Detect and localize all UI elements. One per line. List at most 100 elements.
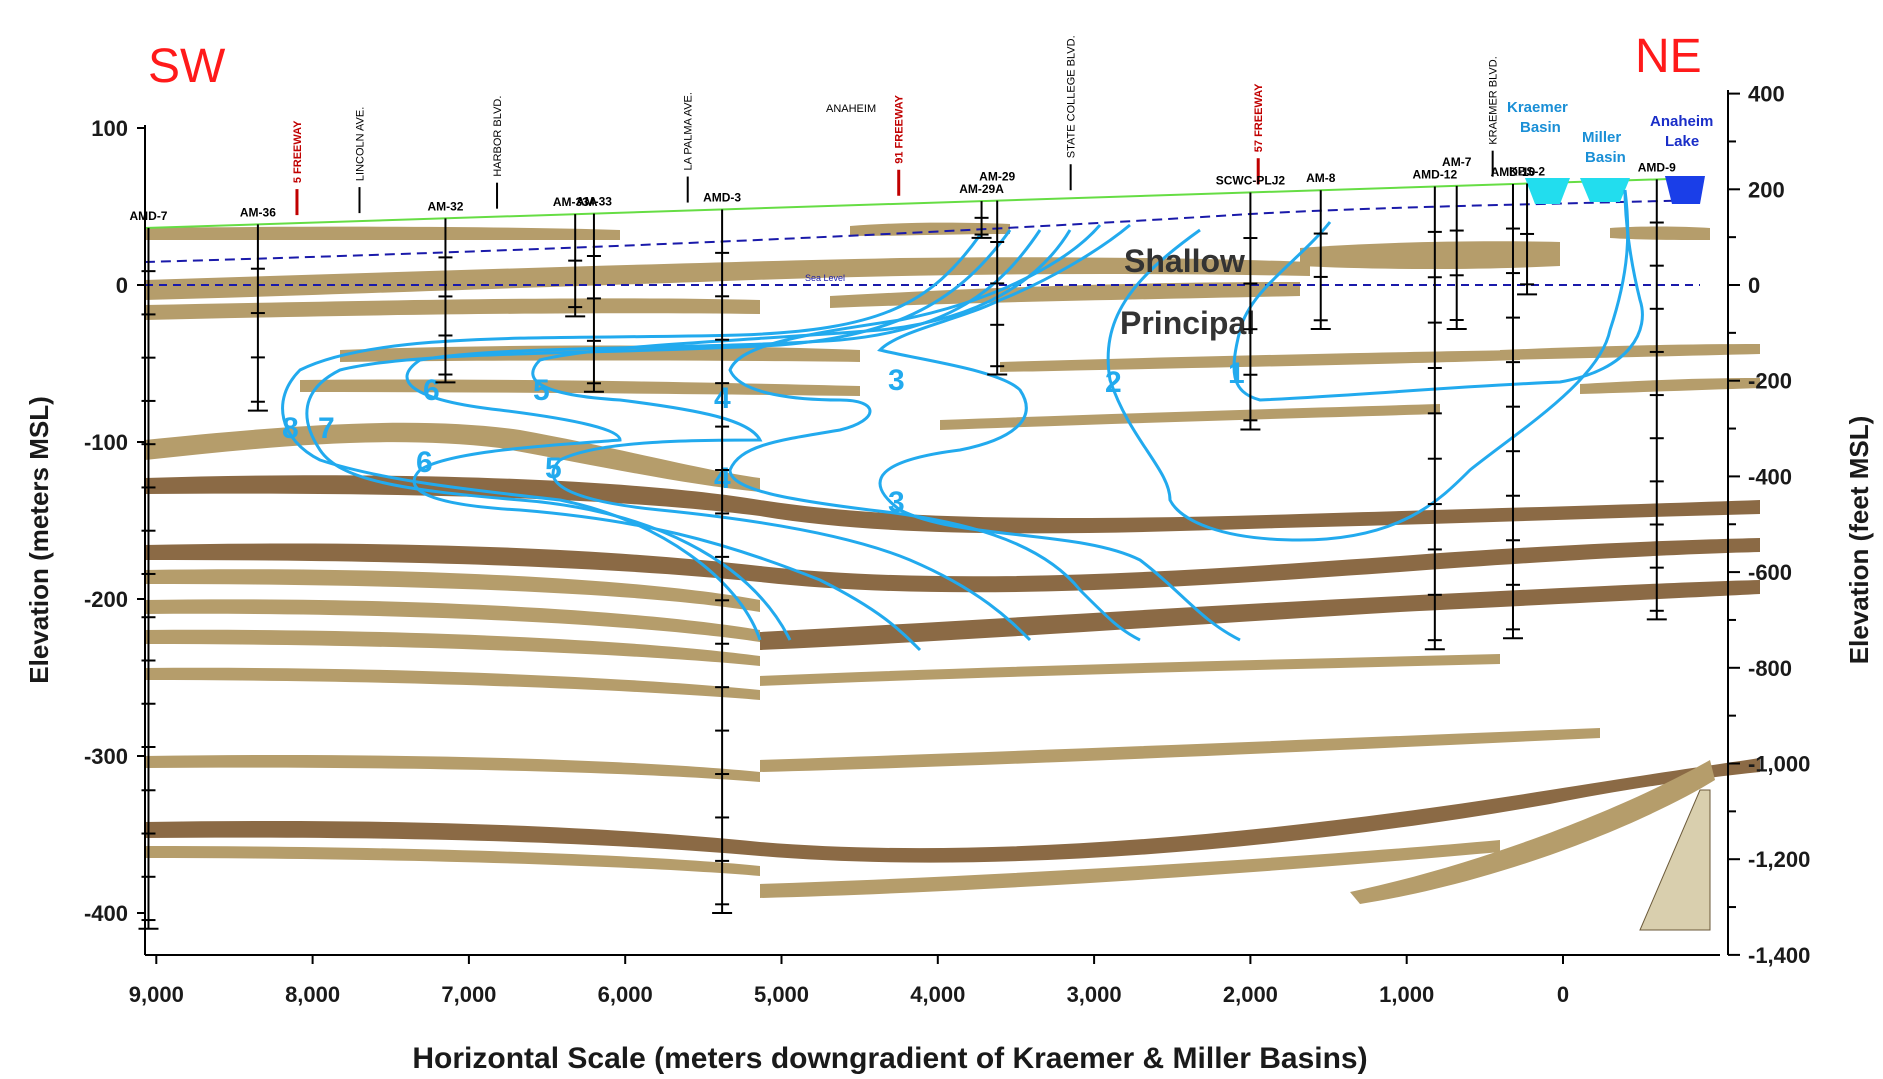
water-table-line <box>144 199 1701 263</box>
aquitard-lens <box>145 629 760 666</box>
left-axis-label: Elevation (meters MSL) <box>24 396 54 684</box>
x-tick-label: 4,000 <box>910 982 965 1007</box>
freeway-label: 91 FREEWAY <box>894 94 906 163</box>
aquitard-lens <box>145 226 620 240</box>
sw-direction-label: SW <box>148 40 226 93</box>
aquitard-lens <box>1500 344 1760 360</box>
x-tick-label: 2,000 <box>1223 982 1278 1007</box>
contour-label-6a: 6 <box>423 374 440 407</box>
contour-line-6 <box>405 229 1042 652</box>
recharge-basins: Kraemer Basin Miller Basin Anaheim Lake <box>1507 99 1713 204</box>
left-tick-label: -100 <box>84 430 128 455</box>
aquitard-lens <box>145 422 760 492</box>
well-label: AMD-10 <box>1491 165 1536 179</box>
left-tick-label: -400 <box>84 901 128 926</box>
aquitard-lens <box>760 580 1760 650</box>
aquitard-lens <box>830 282 1300 308</box>
contour-label-8: 8 <box>282 412 299 445</box>
aquitard-lens <box>760 728 1600 772</box>
x-tick-label: 3,000 <box>1067 982 1122 1007</box>
aquitard-lens <box>145 475 1760 534</box>
x-axis-ticks: 9,000 8,000 7,000 6,000 5,000 4,000 3,000 2,000… <box>129 955 1569 1007</box>
street-labels: 5 FREEWAY LINCOLN AVE. HARBOR BLVD. LA PALM… <box>292 35 1500 283</box>
right-tick-label: -1,000 <box>1748 752 1810 777</box>
aquitard-lens <box>145 257 1310 300</box>
anaheim-lake-label-2: Lake <box>1665 133 1699 150</box>
street-label: HARBOR BLVD. <box>492 96 504 177</box>
well-label: AM-8 <box>1306 171 1336 185</box>
aquitard-layers <box>145 222 1760 931</box>
well-label: AM-7 <box>1442 155 1472 169</box>
aquitard-lens <box>850 222 1010 236</box>
x-axis-label: Horizontal Scale (meters downgradient of… <box>412 1042 1367 1075</box>
freeway-label: 5 FREEWAY <box>292 120 304 183</box>
contour-line-2 <box>1106 189 1630 542</box>
aquitard-lens <box>145 599 760 642</box>
contour-label-3b: 3 <box>888 486 905 519</box>
contour-label-5b: 5 <box>545 452 562 485</box>
contour-line-4 <box>728 224 1141 642</box>
x-tick-label: 5,000 <box>754 982 809 1007</box>
miller-basin-shape <box>1580 178 1630 202</box>
contour-label-7: 7 <box>318 412 335 445</box>
contour-label-6b: 6 <box>416 446 433 479</box>
aquitard-lens <box>760 840 1500 898</box>
kraemer-basin-label-1: Kraemer <box>1507 99 1568 116</box>
kraemer-basin-label-2: Basin <box>1520 119 1561 136</box>
contour-lines <box>281 189 1644 652</box>
right-tick-label: -600 <box>1748 560 1792 585</box>
well-label: AMD-7 <box>129 209 167 223</box>
right-axis-ticks: 400 200 0 -200 -400 -600 -800 -1,000 -1,200 -1,40… <box>1728 82 1810 968</box>
aquitard-lens <box>145 758 1760 863</box>
anaheim-lake-label-1: Anaheim <box>1650 113 1713 130</box>
aquitard-lens <box>940 404 1440 430</box>
contour-label-5a: 5 <box>533 374 550 407</box>
shallow-zone-label: Shallow <box>1124 243 1245 279</box>
right-tick-label: -200 <box>1748 369 1792 394</box>
right-tick-label: 0 <box>1748 273 1760 298</box>
well-label: SCWC-PLJ2 <box>1216 173 1286 187</box>
anaheim-lake-shape <box>1665 176 1705 204</box>
aquitard-lens <box>145 569 760 612</box>
x-tick-label: 8,000 <box>285 982 340 1007</box>
anaheim-label: ANAHEIM <box>826 103 876 115</box>
x-tick-label: 9,000 <box>129 982 184 1007</box>
aquitard-lens <box>760 654 1500 686</box>
right-tick-label: -1,400 <box>1748 943 1810 968</box>
well-label: AM-29A <box>959 182 1004 196</box>
ne-direction-label: NE <box>1635 30 1702 83</box>
left-tick-label: 0 <box>116 273 128 298</box>
street-label: LA PALMA AVE. <box>683 92 695 170</box>
ground-surface-line <box>144 177 1701 229</box>
x-tick-label: 6,000 <box>598 982 653 1007</box>
miller-basin-label-1: Miller <box>1582 129 1621 146</box>
aquitard-lens <box>1610 226 1710 240</box>
well-label: AMD-9 <box>1638 160 1676 174</box>
aquitard-lens <box>145 846 760 876</box>
right-axis-label: Elevation (feet MSL) <box>1844 416 1874 664</box>
aquitard-lens <box>145 538 1760 593</box>
x-tick-label: 0 <box>1557 982 1569 1007</box>
sea-level-marker: Sea Level <box>805 273 845 283</box>
well-label: AM-32 <box>427 199 463 213</box>
contour-line-5 <box>531 229 1072 642</box>
left-axis-ticks: 100 0 -100 -200 -300 -400 <box>84 116 145 926</box>
miller-basin-label-2: Basin <box>1585 149 1626 166</box>
right-tick-label: 200 <box>1748 177 1785 202</box>
well-label: AM-36 <box>240 205 276 219</box>
well-label: KBS-2 <box>1509 165 1545 179</box>
left-tick-label: 100 <box>91 116 128 141</box>
right-tick-label: -400 <box>1748 464 1792 489</box>
aquitard-lens <box>145 667 760 700</box>
freeway-label: 57 FREEWAY <box>1253 83 1265 152</box>
bedrock-wedge <box>1639 789 1711 931</box>
well-label: AMD-3 <box>703 190 741 204</box>
aquitard-lens <box>1580 378 1760 394</box>
right-tick-label: -1,200 <box>1748 847 1810 872</box>
well-label: AMD-12 <box>1412 168 1457 182</box>
contour-line-8 <box>281 234 982 641</box>
well-label: AM-29 <box>979 170 1015 184</box>
well-label: AM-33A <box>553 195 598 209</box>
right-tick-label: -800 <box>1748 656 1792 681</box>
